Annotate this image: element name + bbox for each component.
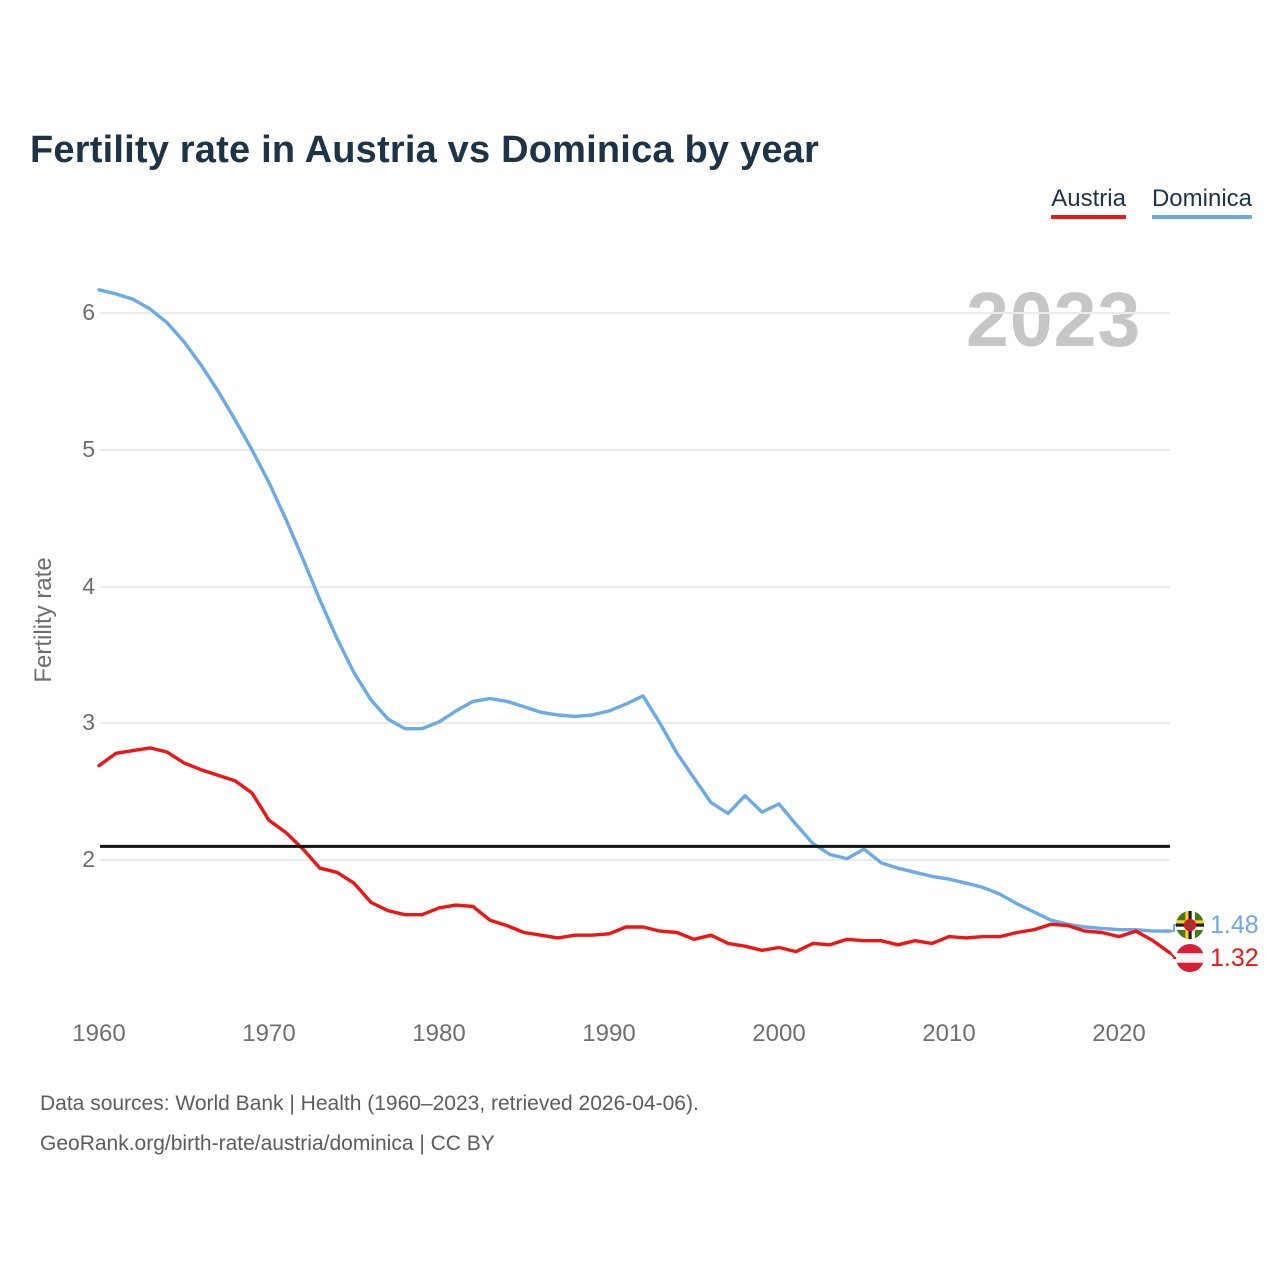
footer-sources-line: Data sources: World Bank | Health (1960–… bbox=[40, 1092, 699, 1115]
legend-label-austria: Austria bbox=[1051, 185, 1126, 212]
y-gridline bbox=[100, 448, 1170, 451]
dominica-flag-icon bbox=[1175, 910, 1205, 940]
x-tick-label: 1960 bbox=[72, 1020, 126, 1047]
y-tick-label: 5 bbox=[82, 435, 95, 462]
y-gridline bbox=[100, 722, 1170, 725]
y-tick-label: 3 bbox=[82, 709, 95, 736]
x-tick-label: 2010 bbox=[922, 1020, 976, 1047]
legend: Austria Dominica bbox=[1051, 186, 1252, 219]
legend-label-dominica: Dominica bbox=[1151, 185, 1252, 212]
x-tick-label: 1990 bbox=[582, 1020, 636, 1047]
legend-item-austria[interactable]: Austria bbox=[1051, 186, 1126, 219]
y-gridline bbox=[100, 859, 1170, 861]
legend-item-dominica[interactable]: Dominica bbox=[1151, 185, 1252, 219]
y-tick-label: 4 bbox=[82, 572, 95, 599]
end-label-dominica: 1.48 bbox=[1210, 911, 1259, 939]
austria-line bbox=[97, 746, 1172, 955]
watermark-year: 2023 bbox=[966, 277, 1142, 363]
x-tick-label: 1980 bbox=[412, 1020, 466, 1047]
page-title: Fertility rate in Austria vs Dominica by… bbox=[30, 129, 819, 172]
y-tick-label: 2 bbox=[82, 846, 95, 872]
y-axis-title: Fertility rate bbox=[30, 557, 57, 683]
x-tick-label: 2020 bbox=[1092, 1020, 1146, 1047]
y-gridline bbox=[100, 585, 1170, 588]
end-label-austria: 1.32 bbox=[1210, 944, 1259, 972]
x-tick-label: 1970 bbox=[242, 1020, 296, 1047]
dominica-line bbox=[97, 288, 1172, 933]
austria-flag-icon bbox=[1175, 943, 1205, 973]
dominica-leader-line bbox=[1169, 924, 1178, 933]
legend-underline-dominica bbox=[1151, 215, 1252, 219]
legend-underline-austria bbox=[1051, 215, 1126, 219]
footer-attribution-line: GeoRank.org/birth-rate/austria/dominica … bbox=[40, 1132, 495, 1155]
x-tick-label: 2000 bbox=[752, 1020, 806, 1047]
y-tick-label: 6 bbox=[82, 299, 95, 325]
austria-leader-line bbox=[1169, 951, 1178, 959]
y-gridline bbox=[100, 312, 1170, 314]
footer: Data sources: World Bank | Health (1960–… bbox=[40, 1084, 699, 1164]
